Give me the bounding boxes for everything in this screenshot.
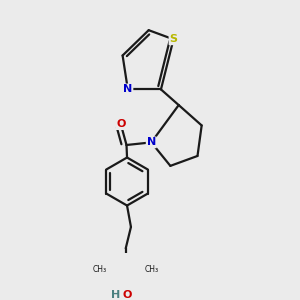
Text: O: O	[122, 290, 132, 300]
Text: N: N	[123, 84, 132, 94]
Text: N: N	[147, 137, 156, 147]
Text: CH₃: CH₃	[145, 265, 159, 274]
Text: CH₃: CH₃	[93, 265, 107, 274]
Text: S: S	[169, 34, 178, 44]
Text: O: O	[116, 119, 125, 129]
Text: H: H	[111, 290, 120, 300]
